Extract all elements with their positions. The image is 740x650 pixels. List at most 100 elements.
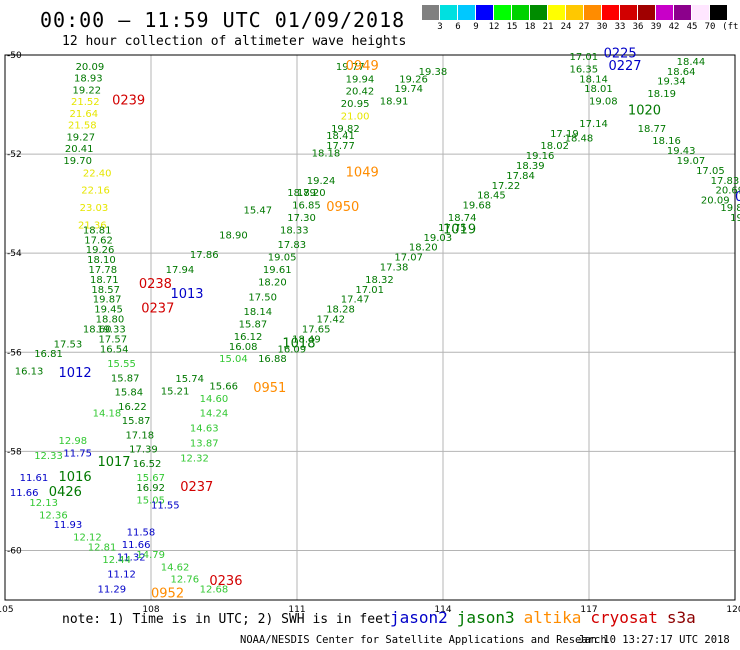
wave-height-value: 19.43 [667,146,696,157]
color-scale-label: 45 [686,22,698,32]
wave-height-value: 19.77 [336,62,365,73]
wave-height-value: 18.74 [448,213,477,224]
color-swatch [458,5,475,20]
wave-height-value: 16.13 [15,367,44,378]
wave-height-value: 18.32 [365,275,394,286]
wave-height-value: 18.57 [91,285,120,296]
wave-height-value: 18.93 [74,74,103,85]
wave-height-value: 12.44 [102,555,131,566]
wave-height-value: 18.64 [667,67,696,78]
wave-height-value: 15.87 [122,416,151,427]
wave-height-value: 19.08 [589,97,618,108]
legend-altika: altika [523,608,582,627]
wave-height-value: 16.22 [118,402,147,413]
wave-height-value: 15.87 [111,373,140,384]
color-scale-label: 27 [578,22,590,32]
wave-height-value: 18.28 [326,305,355,316]
color-scale-label: 33 [614,22,626,32]
wave-height-value: 22.16 [81,186,110,197]
wave-height-value: 17.75 [438,223,467,234]
color-swatch [602,5,619,20]
wave-height-value: 20.09 [76,62,105,73]
wave-height-value: 17.62 [84,235,113,246]
wave-height-value: 13.87 [190,438,219,449]
wave-height-value: 12.68 [200,585,229,596]
wave-height-value: 17.47 [341,295,370,306]
wave-height-value: 11.55 [151,500,180,511]
wave-height-value: 20.41 [65,144,94,155]
wave-height-value: 16.09 [278,344,307,355]
wave-height-value: 19.68 [462,201,491,212]
color-scale-label: 9 [473,22,479,32]
color-scale-label: 39 [650,22,662,32]
pass-time-label: 1016 [59,470,92,485]
wave-height-value: 17.42 [316,315,345,326]
lat-tick-label: -50 [7,51,22,61]
satellite-legend: jason2 jason3 altika cryosat s3a [390,608,705,627]
wave-height-value: 19.24 [307,176,336,187]
color-swatch [422,5,439,20]
legend-jason2: jason2 [390,608,448,627]
wave-height-value: 17.01 [355,285,384,296]
wave-height-value: 11.75 [63,448,92,459]
wave-height-value: 18.18 [312,149,341,160]
wave-height-value: 15.84 [115,388,144,399]
wave-height-value: 18.33 [280,225,309,236]
wave-height-value: 18.20 [409,243,438,254]
wave-height-value: 23.03 [80,203,109,214]
wave-height-value: 17.83 [278,240,307,251]
pass-time-label: 0238 [139,277,172,292]
pass-time-label: 0227 [608,59,641,74]
color-swatch [620,5,637,20]
color-swatch [476,5,493,20]
wave-height-value: 17.50 [248,292,277,303]
pass-time-label: 0237 [180,480,213,495]
pass-time-label: 0225 [604,46,637,61]
pass-time-label: 0239 [112,94,145,109]
wave-height-value: 14.62 [161,562,190,573]
color-scale-label: 70 [704,22,716,32]
lon-tick-label: 111 [288,605,305,615]
wave-height-value: 18.71 [90,275,119,286]
wave-height-value: 18.90 [219,230,248,241]
wave-height-value: 12.32 [180,453,209,464]
wave-height-value: 17.94 [166,265,195,276]
wave-height-value: 17.05 [696,166,725,177]
pass-time-label: 1019 [443,222,476,237]
wave-height-value: 16.35 [570,64,599,75]
color-scale-label: 3 [437,22,443,32]
wave-height-value: 17.07 [394,253,423,264]
wave-height-value: 15.47 [243,206,272,217]
color-swatch [512,5,529,20]
wave-height-value: 18.49 [292,334,321,345]
wave-height-value: 19.33 [97,324,126,335]
pass-time-label: 0952 [151,587,184,602]
footnote: note: 1) Time is in UTC; 2) SWH is in fe… [62,612,391,627]
wave-height-value: 15.66 [209,381,238,392]
map-title: 00:00 — 11:59 UTC 01/09/2018 [40,8,406,32]
wave-height-value: 20.69 [716,186,740,197]
pass-time-label: 0426 [49,485,82,500]
pass-time-label: 0951 [253,381,286,396]
wave-height-value: 15.74 [175,374,204,385]
wave-height-value: 18.60 [83,324,112,335]
legend-s3a: s3a [666,608,696,627]
wave-height-value: 18.39 [516,161,545,172]
wave-height-value: 20.42 [346,87,375,98]
wave-height-value: 17.77 [326,141,355,152]
wave-height-value: 12.33 [34,451,63,462]
wave-height-value: 19.38 [419,67,448,78]
lon-tick-label: 105 [0,605,14,615]
wave-height-value: 17.78 [89,265,118,276]
wave-height-values: 20.0918.9319.2221.5221.6421.5819.2720.41… [10,52,740,596]
wave-height-value: 18.44 [677,57,706,68]
color-swatch [584,5,601,20]
wave-height-value: 17.86 [190,250,219,261]
wave-height-value: 12.13 [29,498,58,509]
legend-cryosat: cryosat [590,608,658,627]
color-swatch [548,5,565,20]
wave-height-value: 15.55 [107,359,136,370]
pass-time-label: 1013 [170,287,203,302]
wave-height-value: 12.36 [39,510,68,521]
